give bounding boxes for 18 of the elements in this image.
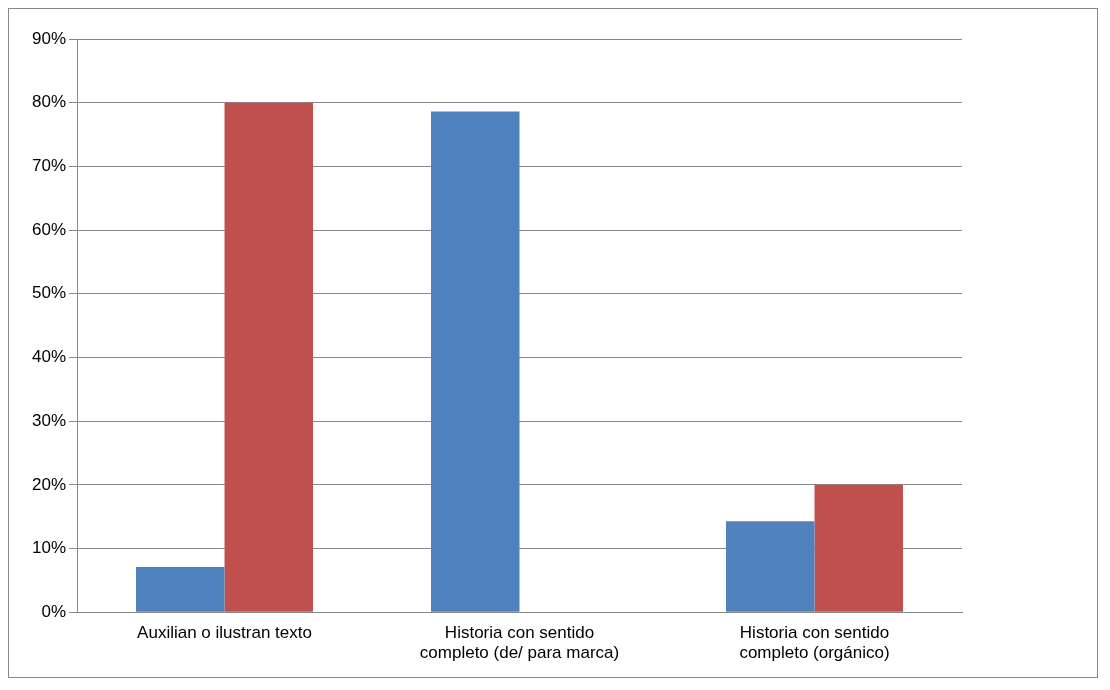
x-tick-label: Historia con sentido completo (orgánico) — [739, 623, 890, 663]
y-tick-label: 90% — [31, 28, 67, 48]
y-tick-label: 50% — [31, 283, 67, 303]
y-tick-label: 40% — [31, 347, 67, 367]
y-tick-label: 20% — [31, 474, 67, 494]
y-tick-label: 0% — [41, 601, 67, 621]
y-tick-label: 80% — [31, 92, 67, 112]
y-tick-label: 60% — [31, 219, 67, 239]
bar — [726, 521, 815, 612]
bar — [136, 566, 225, 612]
y-tick-label: 30% — [31, 410, 67, 430]
bar — [431, 111, 520, 612]
x-tick-label: Historia con sentido completo (de/ para marca) — [419, 623, 620, 663]
bar — [224, 102, 314, 612]
y-tick-label: 10% — [31, 538, 67, 558]
y-tick-label: 70% — [31, 156, 67, 176]
bar — [814, 484, 903, 612]
x-tick-label: Auxilian o ilustran texto — [137, 623, 312, 643]
